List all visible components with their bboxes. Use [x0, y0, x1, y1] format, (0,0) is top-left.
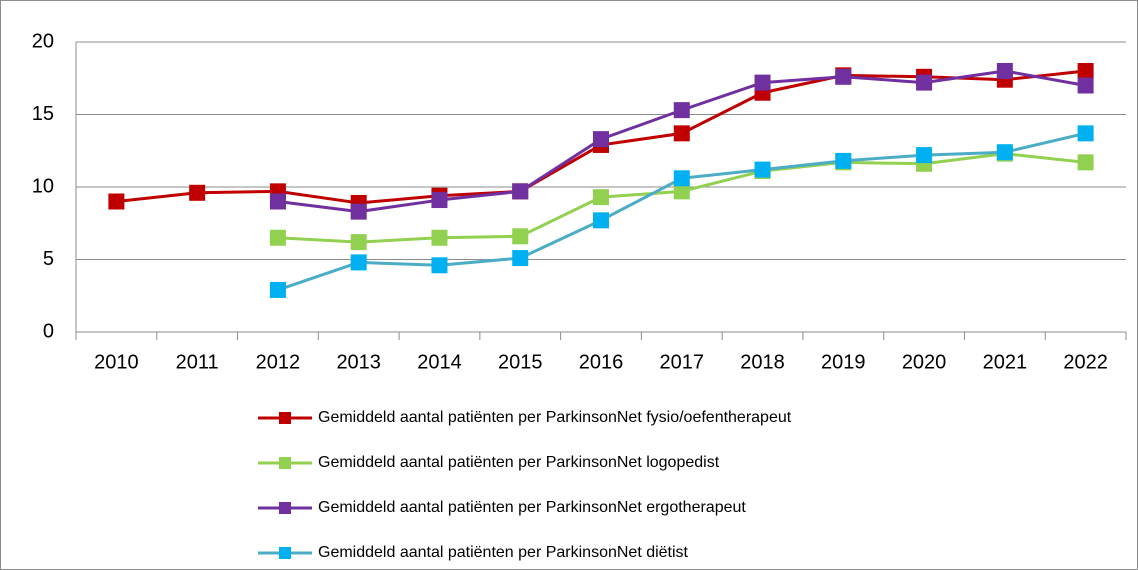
- x-tick-label: 2012: [256, 351, 301, 373]
- marker: [269, 193, 286, 210]
- marker: [593, 212, 609, 229]
- x-tick-label: 2015: [498, 351, 543, 373]
- marker: [1077, 154, 1094, 171]
- marker: [996, 144, 1013, 161]
- marker: [673, 102, 690, 119]
- x-tick-label: 2011: [176, 351, 219, 373]
- x-tick-label: 2014: [417, 351, 462, 373]
- marker: [835, 68, 852, 85]
- marker: [512, 228, 529, 245]
- marker: [1077, 125, 1094, 142]
- legend-marker: [279, 547, 291, 559]
- marker: [754, 161, 771, 178]
- marker: [350, 203, 367, 220]
- marker: [431, 229, 448, 246]
- marker: [189, 184, 206, 201]
- y-tick-label: 10: [32, 175, 54, 197]
- marker: [996, 63, 1013, 79]
- x-tick-label: 2021: [983, 351, 1028, 373]
- marker: [673, 183, 690, 200]
- marker: [673, 170, 690, 187]
- marker: [269, 229, 286, 246]
- y-tick-label: 0: [43, 320, 54, 342]
- y-tick-label: 20: [32, 30, 54, 52]
- marker: [593, 189, 609, 206]
- legend-label: Gemiddeld aantal patiënten per Parkinson…: [318, 409, 792, 426]
- legend-label: Gemiddeld aantal patiënten per Parkinson…: [318, 499, 746, 516]
- legend-marker: [279, 457, 291, 469]
- marker: [916, 147, 933, 164]
- marker: [835, 152, 852, 169]
- marker: [269, 281, 286, 298]
- marker: [673, 125, 690, 142]
- legend-label: Gemiddeld aantal patiënten per Parkinson…: [318, 544, 689, 561]
- marker: [350, 254, 367, 271]
- legend-label: Gemiddeld aantal patiënten per Parkinson…: [318, 454, 720, 471]
- marker: [431, 192, 448, 209]
- marker: [350, 234, 367, 251]
- marker: [916, 74, 933, 91]
- marker: [512, 183, 529, 200]
- x-tick-label: 2020: [902, 351, 947, 373]
- x-tick-label: 2017: [660, 351, 705, 373]
- x-tick-label: 2022: [1063, 351, 1108, 373]
- x-tick-label: 2019: [821, 351, 866, 373]
- x-tick-label: 2010: [94, 351, 139, 373]
- y-tick-label: 15: [32, 103, 54, 125]
- legend-marker: [279, 412, 291, 424]
- marker: [512, 250, 529, 267]
- x-tick-label: 2018: [740, 351, 785, 373]
- marker: [1077, 63, 1094, 79]
- marker: [431, 257, 448, 274]
- marker: [1077, 77, 1094, 94]
- marker: [593, 131, 609, 148]
- x-tick-label: 2013: [336, 351, 381, 373]
- x-tick-label: 2016: [579, 351, 624, 373]
- marker: [754, 74, 771, 91]
- y-tick-label: 5: [43, 248, 54, 270]
- legend-marker: [279, 502, 291, 514]
- marker: [108, 193, 125, 210]
